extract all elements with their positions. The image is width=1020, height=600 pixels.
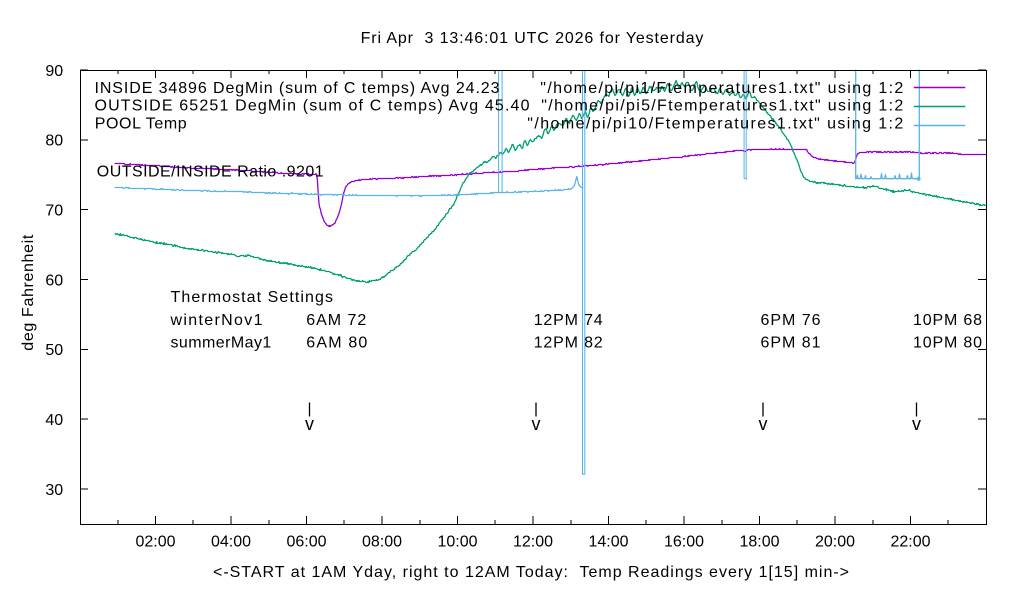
svg-text:"/home/pi/pi10/Ftemperatures1.: "/home/pi/pi10/Ftemperatures1.txt" using…: [527, 115, 903, 132]
svg-text:6PM 81: 6PM 81: [761, 335, 821, 352]
svg-text:50: 50: [45, 342, 63, 359]
svg-text:12:00: 12:00: [513, 534, 553, 551]
svg-text:INSIDE 34896 DegMin (sum of C: INSIDE 34896 DegMin (sum of C temps) Avg…: [95, 80, 500, 97]
svg-text:6AM 80: 6AM 80: [306, 335, 367, 352]
svg-text:12PM 82: 12PM 82: [534, 335, 603, 352]
svg-text:10PM 80: 10PM 80: [913, 335, 982, 352]
svg-text:02:00: 02:00: [135, 534, 175, 551]
svg-text:06:00: 06:00: [286, 534, 326, 551]
svg-text:10PM 68: 10PM 68: [913, 312, 982, 329]
svg-text:<-START at 1AM Yday, right to: <-START at 1AM Yday, right to 12AM Today…: [213, 564, 849, 581]
svg-text:Thermostat Settings: Thermostat Settings: [171, 289, 334, 306]
svg-text:04:00: 04:00: [211, 534, 251, 551]
svg-text:summerMay1: summerMay1: [171, 335, 272, 352]
svg-text:40: 40: [45, 412, 63, 429]
svg-text:v: v: [305, 414, 314, 434]
svg-text:80: 80: [45, 133, 63, 150]
svg-text:OUTSIDE 65251 DegMin (sum of C: OUTSIDE 65251 DegMin (sum of C temps) Av…: [95, 98, 530, 115]
svg-text:12PM 74: 12PM 74: [534, 312, 603, 329]
svg-text:"/home/pi/pi5/Ftemperatures1.t: "/home/pi/pi5/Ftemperatures1.txt" using …: [541, 98, 903, 115]
svg-text:10:00: 10:00: [437, 534, 477, 551]
svg-text:POOL Temp: POOL Temp: [95, 115, 187, 132]
svg-text:6PM 76: 6PM 76: [761, 312, 821, 329]
svg-text:"/home/pi/pi1/Ftemperatures1.t: "/home/pi/pi1/Ftemperatures1.txt" using …: [540, 80, 903, 97]
svg-text:70: 70: [45, 203, 63, 220]
svg-text:v: v: [912, 414, 921, 434]
svg-text:OUTSIDE/INSIDE Ratio .9201: OUTSIDE/INSIDE Ratio .9201: [97, 164, 324, 181]
svg-text:6AM 72: 6AM 72: [306, 312, 366, 329]
svg-text:deg Fahrenheit: deg Fahrenheit: [20, 234, 37, 351]
svg-text:08:00: 08:00: [362, 534, 402, 551]
svg-text:v: v: [759, 414, 768, 434]
svg-text:winterNov1: winterNov1: [170, 312, 263, 329]
svg-text:22:00: 22:00: [890, 534, 930, 551]
svg-text:18:00: 18:00: [739, 534, 779, 551]
svg-text:90: 90: [45, 63, 63, 80]
svg-text:16:00: 16:00: [664, 534, 704, 551]
svg-text:14:00: 14:00: [588, 534, 628, 551]
svg-text:Fri Apr 3 13:46:01 UTC 2026 f: Fri Apr 3 13:46:01 UTC 2026 for Yesterda…: [361, 30, 704, 47]
svg-text:30: 30: [45, 482, 63, 499]
svg-text:20:00: 20:00: [815, 534, 855, 551]
svg-text:60: 60: [45, 272, 63, 289]
svg-text:v: v: [532, 414, 541, 434]
